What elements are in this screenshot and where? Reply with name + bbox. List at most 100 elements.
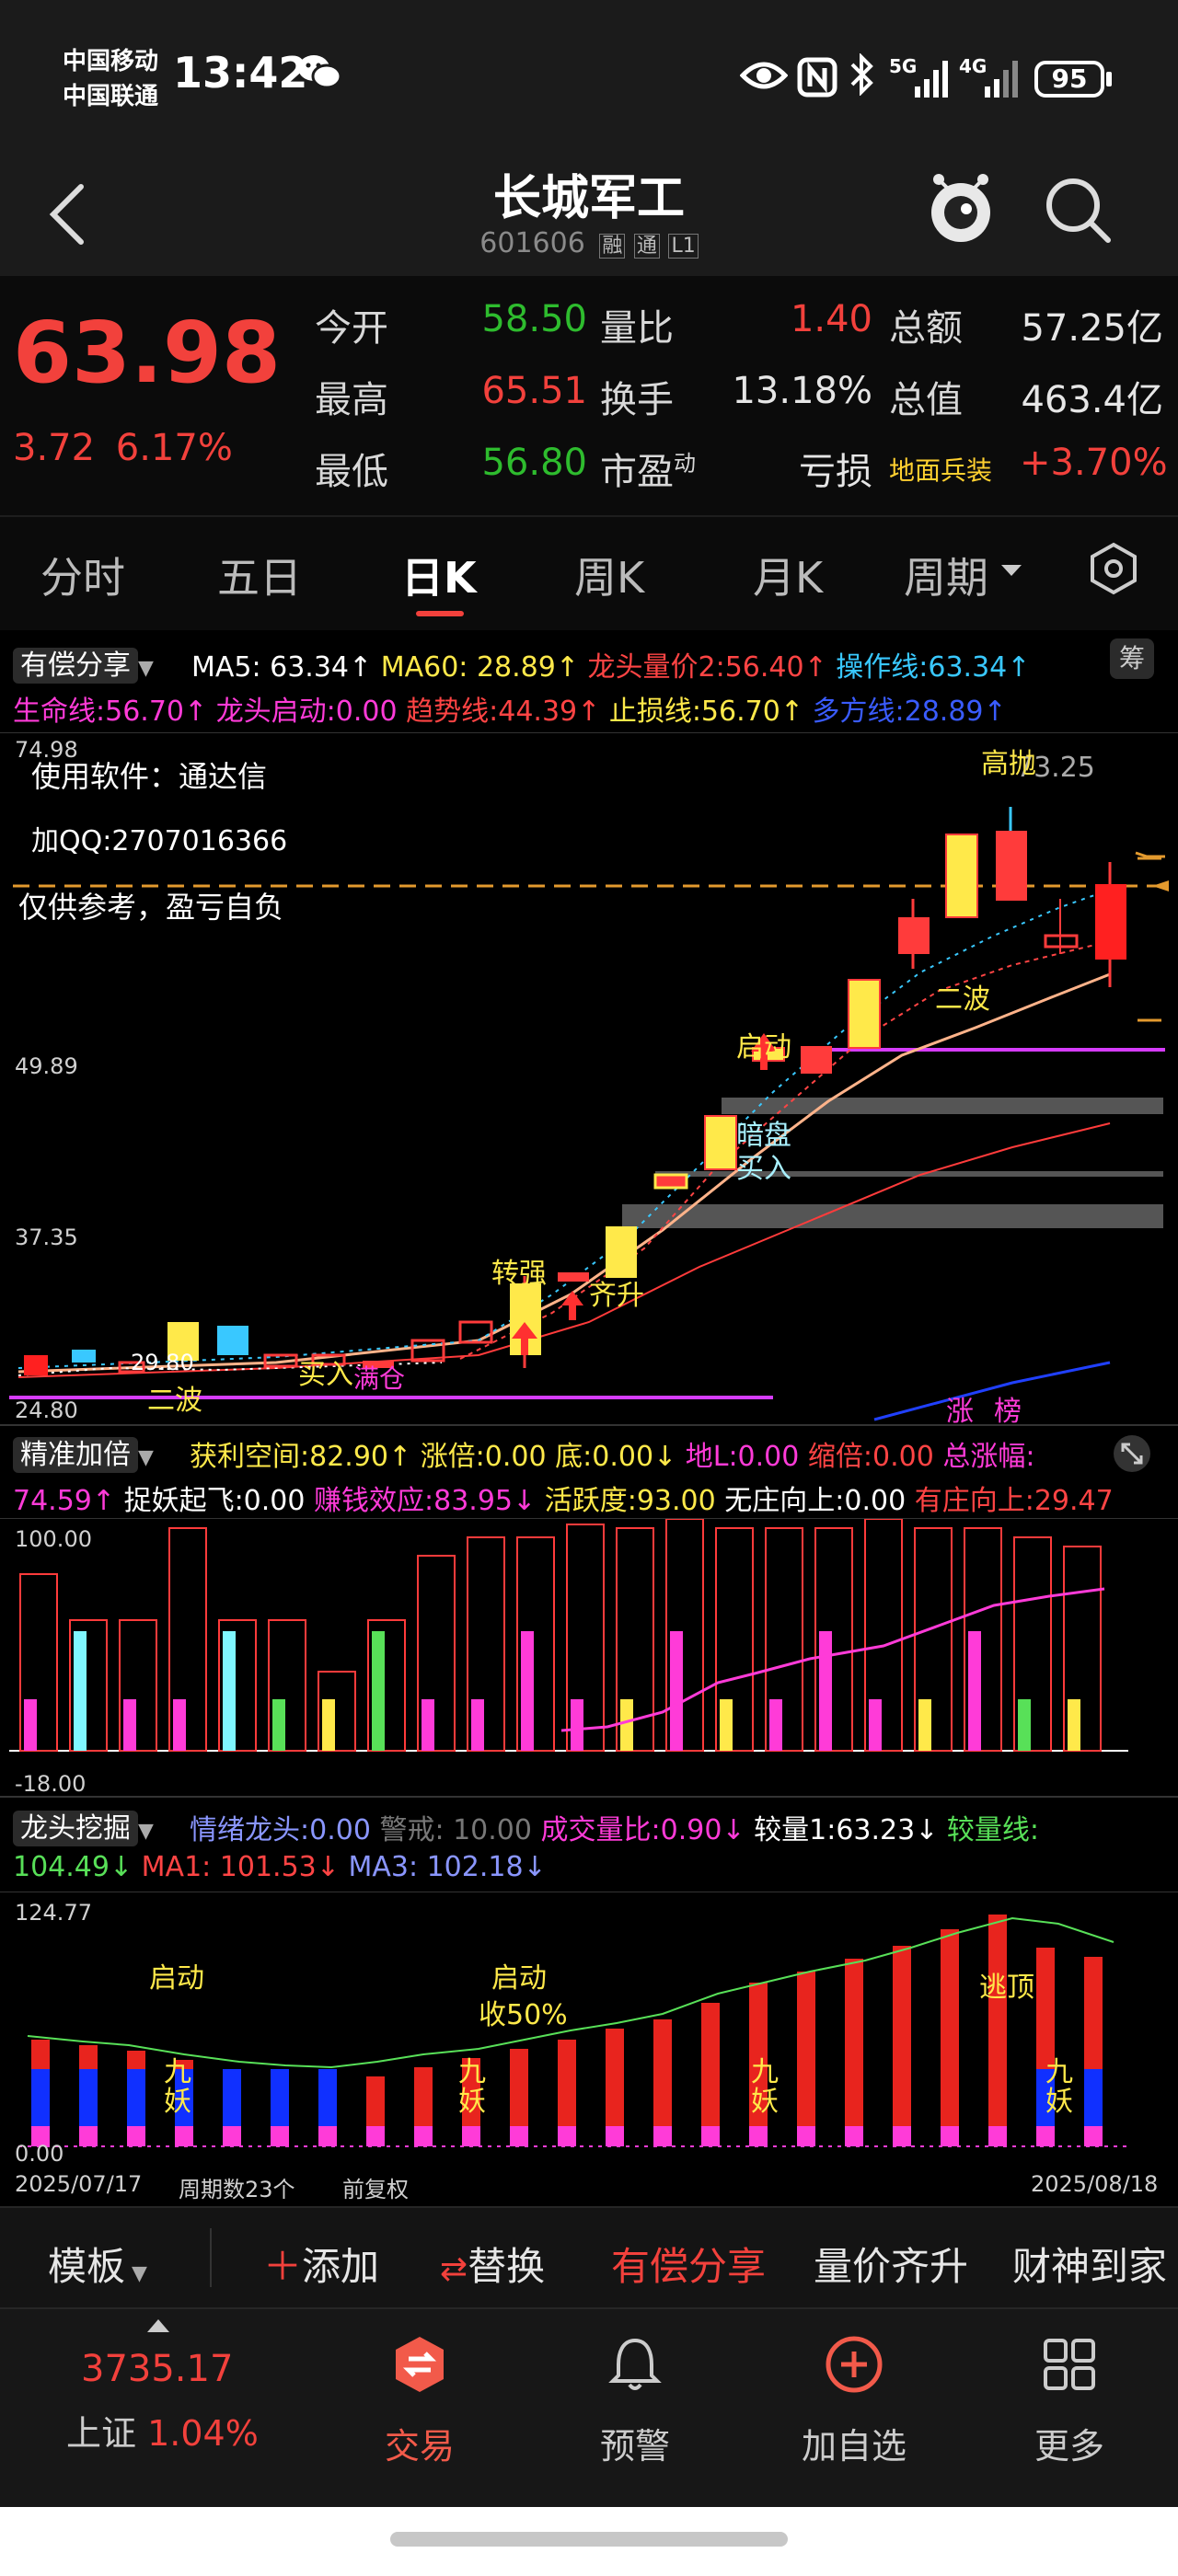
battery-icon: 95: [1034, 61, 1104, 98]
robot-assistant-icon[interactable]: [924, 167, 998, 253]
nav-alert[interactable]: 预警: [599, 2426, 670, 2467]
sub2-line1: 情绪龙头:0.00 警戒: 10.00 成交量比:0.90↓ 较量1:63.23…: [190, 1814, 1039, 1846]
indicator-bar: [471, 1699, 484, 1751]
kline-indicator-selector[interactable]: 有偿分享 ▼: [13, 642, 154, 684]
sub1-indicator-selector[interactable]: 精准加倍 ▼: [13, 1432, 154, 1473]
market-cap-label: 总值: [889, 379, 963, 421]
indicator-bar: [69, 1619, 108, 1752]
indicator-bar: [616, 1527, 654, 1752]
home-indicator[interactable]: [390, 2532, 788, 2547]
indicator-bar: [715, 1527, 754, 1752]
bell-icon[interactable]: [607, 2335, 663, 2398]
mark-second-wave-2: 二波: [147, 1385, 202, 1417]
indicator-bar: [814, 1527, 853, 1752]
sector-change: +3.70%: [1020, 442, 1168, 484]
sub1-y-top: 100.00: [15, 1526, 92, 1552]
gesture-bar: [0, 2507, 1178, 2576]
template-button[interactable]: 模板 ▼: [48, 2244, 147, 2289]
indicator-bar: [462, 2058, 480, 2146]
overlay-line-1: 使用软件：通达信: [31, 759, 268, 794]
indicator-bar: [175, 2126, 193, 2146]
indicator-bar: [1018, 1699, 1031, 1751]
tab-five-day[interactable]: 五日: [217, 553, 302, 603]
sector-name[interactable]: 地面兵装: [889, 455, 993, 486]
market-cap-value: 463.4亿: [1021, 379, 1163, 421]
turnover-rate-label: 换手: [600, 379, 674, 421]
expand-icon[interactable]: [1112, 1433, 1152, 1478]
trade-icon[interactable]: [392, 2335, 447, 2398]
overlay-line-3: 仅供参考，盈亏自负: [18, 890, 284, 925]
indicator-bar: [1068, 1699, 1080, 1751]
bluetooth-icon: [849, 52, 876, 104]
pe-value: 亏损: [799, 451, 872, 493]
nav-header: 长城军工 601606 融 通 L1: [0, 152, 1178, 276]
last-price: 63.98: [13, 304, 282, 402]
kline-line1: MA5: 63.34↑ MA60: 28.89↑ 龙头量价2:56.40↑ 操作…: [191, 644, 1030, 684]
index-change: 1.04%: [147, 2413, 259, 2454]
nav-add-watchlist[interactable]: 加自选: [801, 2426, 907, 2467]
indicator-bar: [271, 2126, 289, 2146]
indicator-bar: [941, 1929, 959, 2146]
life-line-value: 生命线:56.70↑: [13, 696, 208, 728]
tab-period[interactable]: 周期: [904, 553, 988, 603]
chevron-down-icon: ▼: [138, 657, 154, 680]
turnover-amount-label: 总额: [889, 307, 963, 350]
search-icon[interactable]: [1042, 172, 1115, 249]
indicator-bar: [367, 1619, 406, 1752]
indicator-bar: [366, 2126, 385, 2146]
nav-trade[interactable]: 交易: [384, 2426, 455, 2467]
sub2-chart[interactable]: 124.77 0.00 启动 启动 收50% 九妖 九妖 九妖 九妖 逃顶: [0, 1892, 1178, 2168]
tab-daily-k[interactable]: 日K: [401, 553, 477, 603]
replace-button[interactable]: ⇄替换: [440, 2244, 546, 2289]
indicator-bar: [653, 2126, 672, 2146]
chevron-down-icon: [999, 563, 1023, 581]
indicator-bar: [417, 1555, 456, 1752]
pe-label: 市盈动: [600, 450, 696, 493]
indicator-bar: [797, 1972, 815, 2146]
add-circle-icon[interactable]: [825, 2335, 884, 2398]
mark-nine-demon-2: 九妖: [458, 2056, 486, 2118]
indicator-bar: [462, 2126, 480, 2146]
indicator-bar: [571, 1699, 583, 1751]
indicator-bar: [653, 2019, 672, 2146]
tab-monthly-k[interactable]: 月K: [753, 553, 824, 603]
fortune-button[interactable]: 财神到家: [1012, 2244, 1168, 2289]
indicator-bar: [79, 2126, 98, 2146]
trend-line-value: 趋势线:44.39↑: [406, 696, 601, 728]
indicator-bar: [31, 2126, 50, 2146]
low-price-label: 29.80: [131, 1350, 194, 1375]
index-row[interactable]: 上证 1.04%: [66, 2405, 259, 2455]
nfc-icon: [797, 57, 837, 101]
mark-start: 启动: [736, 1031, 791, 1064]
kline-chart[interactable]: 74.98 49.89 37.35 24.80 73.25 使用软件：通达信 加…: [0, 732, 1178, 1428]
indicator-bar: [414, 2126, 433, 2146]
status-time: 13:42: [173, 48, 308, 98]
open-label: 今开: [315, 307, 388, 350]
tab-weekly-k[interactable]: 周K: [574, 553, 645, 603]
kline-y-mid1: 49.89: [15, 1053, 78, 1079]
settings-hexagon-icon[interactable]: [1086, 541, 1141, 600]
add-button[interactable]: ＋添加: [263, 2244, 380, 2289]
nav-more[interactable]: 更多: [1034, 2426, 1104, 2467]
sub1-chart[interactable]: 100.00 -18.00: [0, 1518, 1178, 1797]
indicator-bar: [893, 1946, 911, 2146]
index-name: 上证: [66, 2413, 137, 2454]
sub2-indicator-selector[interactable]: 龙头挖掘 ▼: [13, 1805, 154, 1846]
indicator-bar: [322, 1699, 335, 1751]
kline-y-top: 74.98: [15, 737, 78, 763]
paid-share-button[interactable]: 有偿分享: [611, 2244, 767, 2289]
tab-intraday[interactable]: 分时: [40, 553, 125, 603]
mark-limit-up: 涨: [946, 1396, 974, 1428]
strategy-button[interactable]: 筹: [1110, 638, 1154, 679]
mark-nine-demon-3: 九妖: [751, 2056, 779, 2118]
price-change-row: 3.72 6.17%: [13, 427, 233, 469]
mark-close-50: 收50%: [479, 1999, 568, 2031]
bottom-nav: 3735.17 上证 1.04% 交易 预警 加自选 更多: [0, 2309, 1178, 2507]
back-icon[interactable]: [40, 172, 96, 255]
index-value[interactable]: 3735.17: [81, 2348, 234, 2390]
grid-icon[interactable]: [1042, 2337, 1097, 2396]
indicator-bar: [268, 1619, 306, 1752]
divider: [0, 1424, 1178, 1426]
periods-count: 周期数23个: [179, 2177, 295, 2202]
vol-price-button[interactable]: 量价齐升: [814, 2244, 969, 2289]
